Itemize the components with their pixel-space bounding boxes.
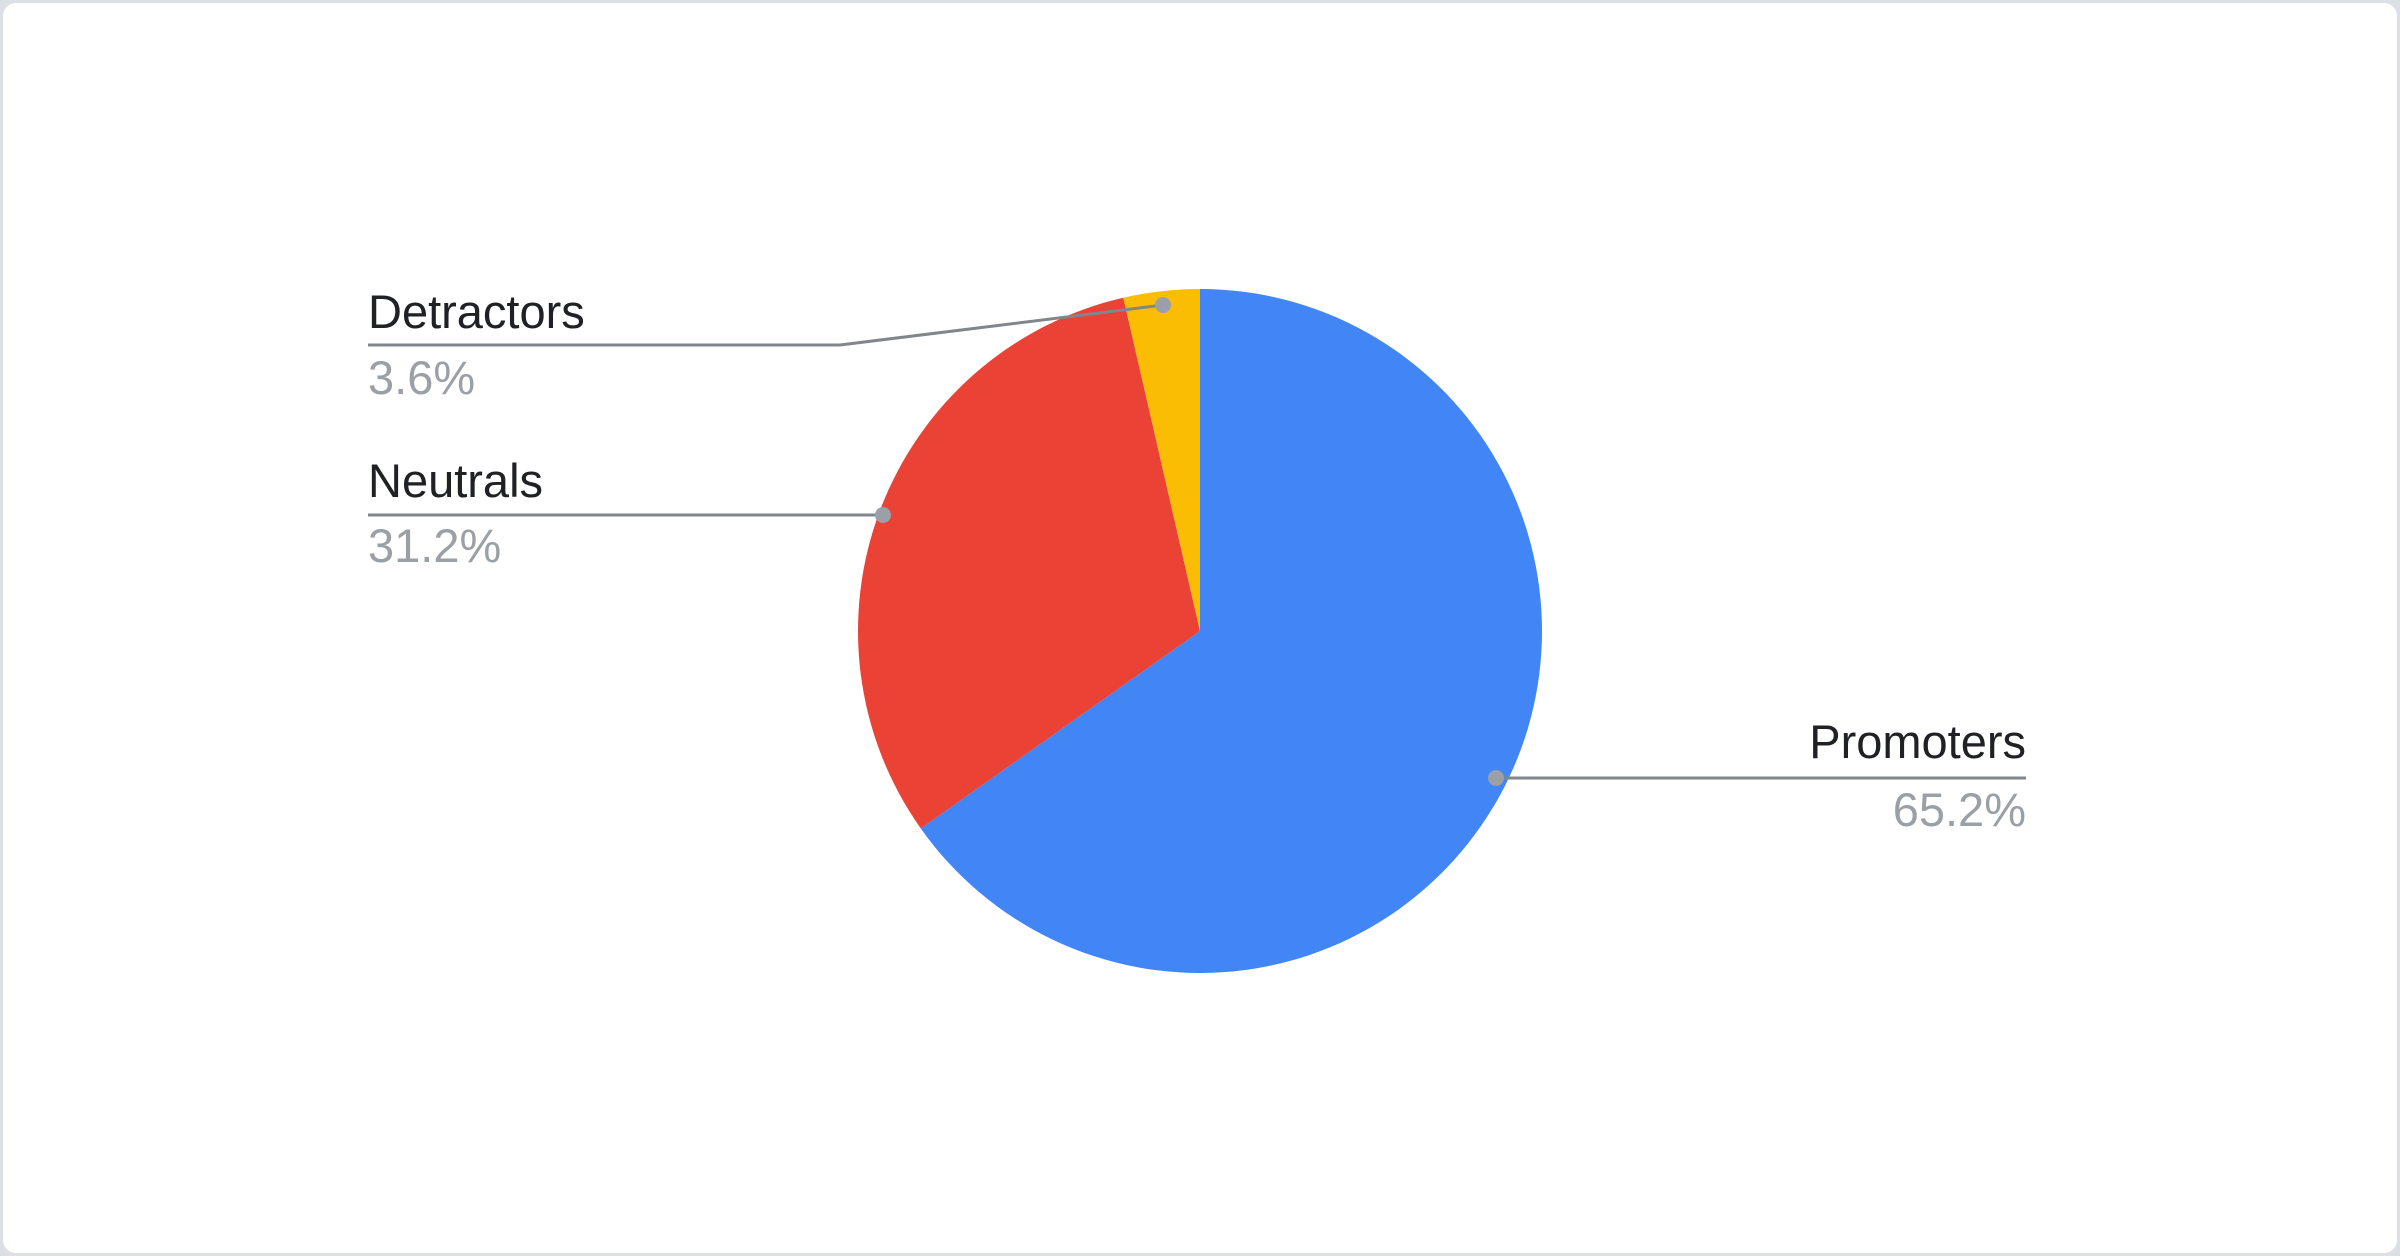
label-neutrals: Neutrals bbox=[368, 454, 543, 507]
leader-line-detractors bbox=[368, 303, 1164, 347]
value-neutrals: 31.2% bbox=[368, 519, 501, 572]
pie-slice-promoters[interactable] bbox=[920, 289, 1543, 973]
pie-slices bbox=[858, 289, 1543, 973]
label-detractors: Detractors bbox=[368, 285, 585, 338]
leader-dot-promoters bbox=[1488, 770, 1504, 786]
value-promoters: 65.2% bbox=[1893, 783, 2026, 836]
pie-slice-neutrals[interactable] bbox=[858, 297, 1200, 829]
label-promoters: Promoters bbox=[1809, 715, 2026, 768]
leader-dot-neutrals bbox=[875, 507, 891, 523]
leader-dot-detractors bbox=[1155, 297, 1171, 313]
pie-slice-detractors[interactable] bbox=[1123, 289, 1200, 631]
value-detractors: 3.6% bbox=[368, 351, 475, 404]
